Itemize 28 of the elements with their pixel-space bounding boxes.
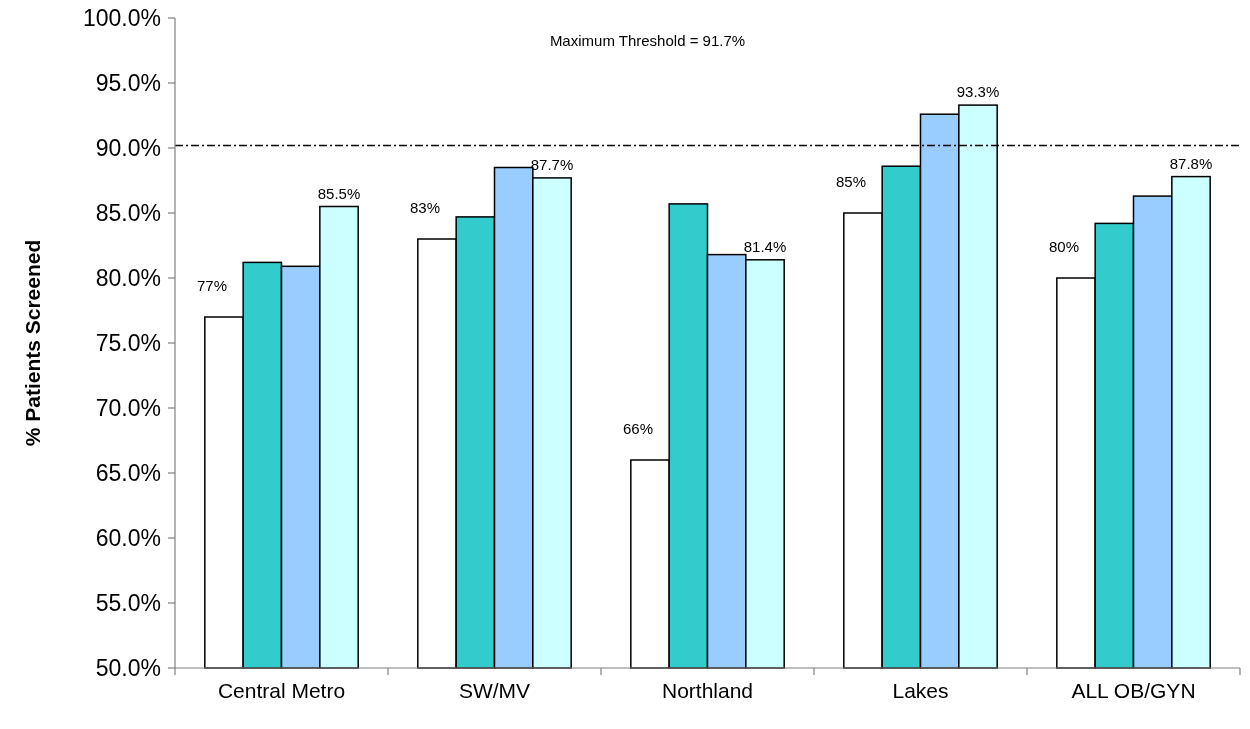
data-label: 93.3% <box>956 83 1000 101</box>
y-tick-label: 100.0% <box>82 5 161 32</box>
y-tick-label: 85.0% <box>95 200 161 227</box>
x-tick-label: SW/MV <box>458 679 531 702</box>
x-tick-label: Central Metro <box>217 679 346 702</box>
x-tick-label: Lakes <box>892 679 949 702</box>
y-tick-label: 65.0% <box>95 460 161 487</box>
data-label: 87.8% <box>1169 154 1213 172</box>
data-label: 85% <box>835 173 867 190</box>
y-tick-label: 60.0% <box>95 525 161 552</box>
data-label: 77% <box>196 277 228 294</box>
y-axis-title: % Patients Screened <box>21 239 44 447</box>
data-label: 85.5% <box>317 184 361 202</box>
y-tick-label: 90.0% <box>95 135 161 162</box>
y-tick-label: 80.0% <box>95 265 161 292</box>
data-label: 80% <box>1048 238 1080 255</box>
y-tick-label: 55.0% <box>95 590 161 617</box>
y-tick-label: 70.0% <box>95 395 161 422</box>
data-label: 87.7% <box>530 155 574 173</box>
x-tick-label: ALL OB/GYN <box>1071 679 1196 702</box>
y-tick-label: 50.0% <box>95 655 161 682</box>
y-tick-label: 95.0% <box>95 70 161 97</box>
data-label: 83% <box>409 199 441 216</box>
annotation: Maximum Threshold = 91.7% <box>549 32 746 49</box>
x-tick-label: Northland <box>661 679 754 702</box>
data-label: 81.4% <box>743 237 787 255</box>
data-label: 66% <box>622 420 654 437</box>
y-tick-label: 75.0% <box>95 330 161 357</box>
